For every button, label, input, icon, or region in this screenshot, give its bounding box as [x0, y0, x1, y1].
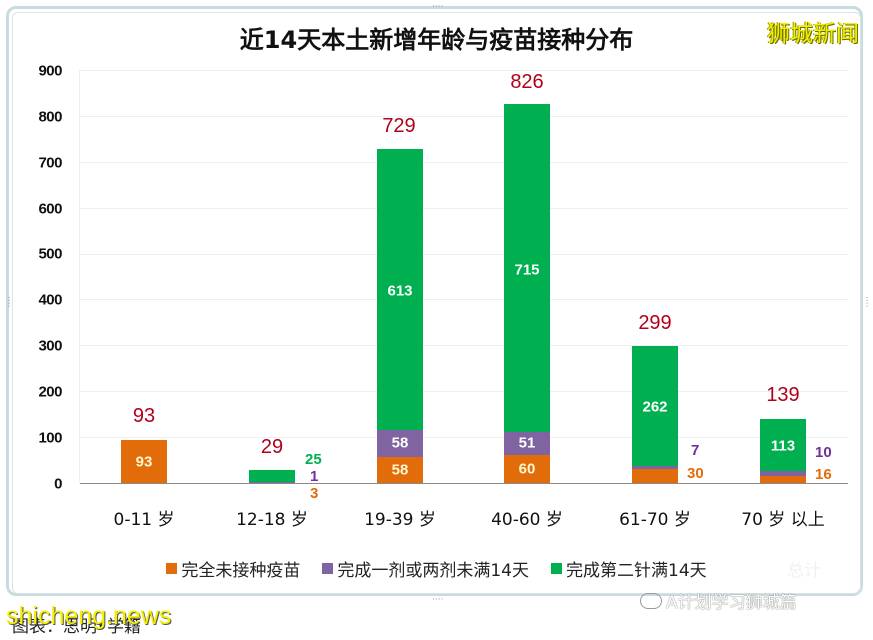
bar-segment-unvaccinated[interactable] [377, 457, 423, 483]
resize-handle-left[interactable]: ···· [3, 296, 13, 308]
watermark-logo-text: 狮城新闻 [767, 21, 859, 47]
chart-title: 近14天本土新增年龄与疫苗接种分布 [239, 26, 634, 54]
gridline [80, 70, 848, 71]
segment-label: 262 [642, 398, 668, 416]
y-tick: 600 [38, 200, 62, 218]
figure-caption: 图表：思明•学籍 [12, 617, 142, 637]
segment-label: 58 [391, 434, 409, 452]
legend-label: 完成第二针满14天 [566, 561, 707, 581]
gridline [80, 391, 848, 392]
bar-segment-partial[interactable] [377, 430, 423, 457]
segment-label: 93 [135, 453, 153, 471]
y-tick: 300 [38, 337, 62, 355]
segment-label: 613 [387, 282, 413, 300]
legend-item-full[interactable]: 完成第二针满14天 [551, 556, 707, 581]
resize-handle-right[interactable]: ···· [861, 296, 871, 308]
chart-legend: 完全未接种疫苗 完成一剂或两剂未满14天 完成第二针满14天 [0, 556, 873, 581]
legend-label: 完成一剂或两剂未满14天 [337, 561, 529, 581]
bar-total-label: 93 [132, 405, 156, 427]
y-tick: 200 [38, 383, 62, 401]
wechat-watermark: A计划学习狮城篇 [640, 588, 797, 613]
y-tick: 900 [38, 62, 62, 80]
chart-frame [6, 6, 863, 596]
legend-item-unvaccinated[interactable]: 完全未接种疫苗 [166, 556, 300, 581]
bar-segment-unvaccinated[interactable] [504, 455, 550, 483]
y-tick: 500 [38, 245, 62, 263]
site-watermark: shicheng.news [6, 602, 172, 630]
bar-segment-full[interactable] [760, 419, 806, 471]
legend-swatch-icon [322, 563, 334, 574]
segment-label: 51 [518, 434, 536, 452]
bar-total-label: 139 [766, 384, 800, 406]
gridline [80, 345, 848, 346]
y-tick: 0 [54, 475, 62, 493]
x-label: 40-60 岁 [491, 510, 563, 530]
gridline [80, 208, 848, 209]
y-tick: 800 [38, 108, 62, 126]
bar-segment-partial[interactable] [249, 482, 295, 483]
segment-label: 715 [514, 261, 540, 279]
gridline [80, 254, 848, 255]
bar-segment-full[interactable] [504, 104, 550, 432]
chart-inner-border [12, 12, 861, 594]
bar-total-label: 729 [382, 115, 416, 137]
gridline [80, 162, 848, 163]
segment-label: 58 [391, 461, 409, 479]
bar-total-label: 299 [638, 312, 672, 334]
y-tick: 400 [38, 291, 62, 309]
legend-swatch-icon [551, 563, 562, 574]
x-label: 0-11 岁 [113, 510, 175, 530]
bar-segment-partial[interactable] [632, 466, 678, 469]
y-tick: 700 [38, 154, 62, 172]
legend-item-partial[interactable]: 完成一剂或两剂未满14天 [322, 556, 529, 581]
y-tick: 100 [38, 429, 62, 447]
side-label-partial: 1 [310, 468, 319, 485]
x-label: 12-18 岁 [236, 510, 308, 530]
side-label-unvaccinated: 3 [310, 485, 319, 502]
side-label-unvaccinated: 16 [815, 466, 832, 483]
plot-area-left-edge [79, 70, 80, 483]
legend-ghost-total: 总计 [787, 561, 821, 581]
bar-total-label: 826 [510, 71, 544, 93]
gridline [80, 116, 848, 117]
wechat-icon [640, 592, 662, 609]
wechat-account-name: A计划学习狮城篇 [666, 593, 797, 613]
x-label: 61-70 岁 [619, 510, 691, 530]
resize-handle-top[interactable]: ···· [432, 2, 444, 12]
segment-label: 113 [770, 437, 796, 455]
bar-total-label: 29 [260, 436, 284, 458]
gridline [80, 299, 848, 300]
side-label-unvaccinated: 30 [687, 465, 704, 482]
bar-segment-unvaccinated[interactable] [760, 476, 806, 483]
resize-handle-bottom[interactable]: ···· [432, 595, 444, 605]
segment-label: 60 [518, 460, 536, 478]
legend-label: 完全未接种疫苗 [181, 561, 301, 581]
side-label-partial: 7 [691, 442, 700, 459]
x-label: 70 岁 以上 [741, 510, 825, 530]
bar-segment-unvaccinated[interactable] [121, 440, 167, 483]
bar-segment-partial[interactable] [504, 432, 550, 455]
bar-segment-full[interactable] [632, 346, 678, 466]
bar-segment-full[interactable] [249, 470, 295, 482]
legend-swatch-icon [166, 563, 178, 574]
bar-segment-full[interactable] [377, 149, 423, 430]
x-label: 19-39 岁 [364, 510, 436, 530]
side-label-full: 25 [305, 451, 322, 468]
gridline [80, 437, 848, 438]
bar-segment-partial[interactable] [760, 471, 806, 476]
side-label-partial: 10 [815, 444, 832, 461]
bar-segment-unvaccinated[interactable] [632, 469, 678, 483]
x-axis-line [80, 483, 848, 484]
